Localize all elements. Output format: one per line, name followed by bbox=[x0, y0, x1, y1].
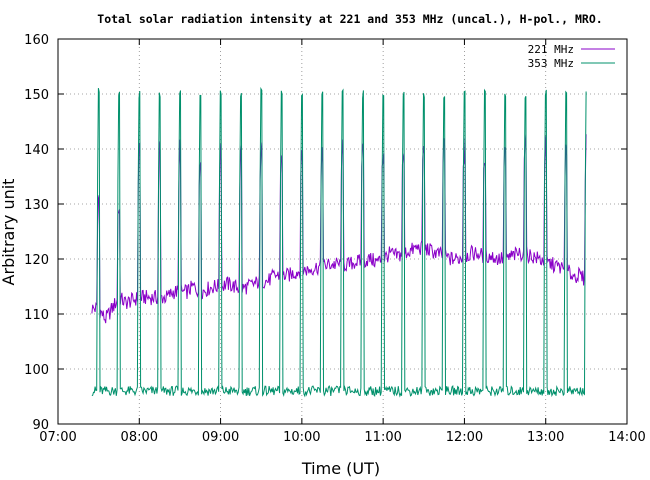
y-tick-label: 150 bbox=[24, 88, 49, 103]
x-tick-label: 09:00 bbox=[202, 430, 239, 445]
legend: 221 MHz 353 MHz bbox=[528, 43, 615, 70]
y-axis-label: Arbitrary unit bbox=[0, 179, 18, 286]
y-tick-label: 90 bbox=[32, 418, 49, 433]
y-tick-label: 120 bbox=[24, 253, 49, 268]
x-tick-label: 13:00 bbox=[527, 430, 564, 445]
y-tick-label: 110 bbox=[24, 308, 49, 323]
series-lines bbox=[91, 86, 587, 398]
x-tick-label: 14:00 bbox=[608, 430, 645, 445]
x-tick-label: 12:00 bbox=[446, 430, 483, 445]
plot-frame bbox=[57, 38, 628, 425]
x-tick-label: 07:00 bbox=[39, 430, 76, 445]
x-tick-label: 10:00 bbox=[283, 430, 320, 445]
axis-ticks: 90 100 110 120 130 140 150 160 07:00 08:00 09:00 10… bbox=[24, 33, 646, 445]
series-line bbox=[91, 134, 587, 324]
y-tick-label: 160 bbox=[24, 33, 49, 48]
y-tick-label: 100 bbox=[24, 363, 49, 378]
legend-label-221: 221 MHz bbox=[528, 43, 574, 56]
x-tick-label: 11:00 bbox=[364, 430, 401, 445]
legend-label-353: 353 MHz bbox=[528, 57, 574, 70]
chart-title: Total solar radiation intensity at 221 a… bbox=[97, 12, 602, 26]
x-tick-label: 08:00 bbox=[121, 430, 158, 445]
y-tick-label: 130 bbox=[24, 198, 49, 213]
series-line bbox=[91, 86, 587, 398]
x-axis-label: Time (UT) bbox=[301, 459, 380, 478]
y-tick-label: 140 bbox=[24, 143, 49, 158]
